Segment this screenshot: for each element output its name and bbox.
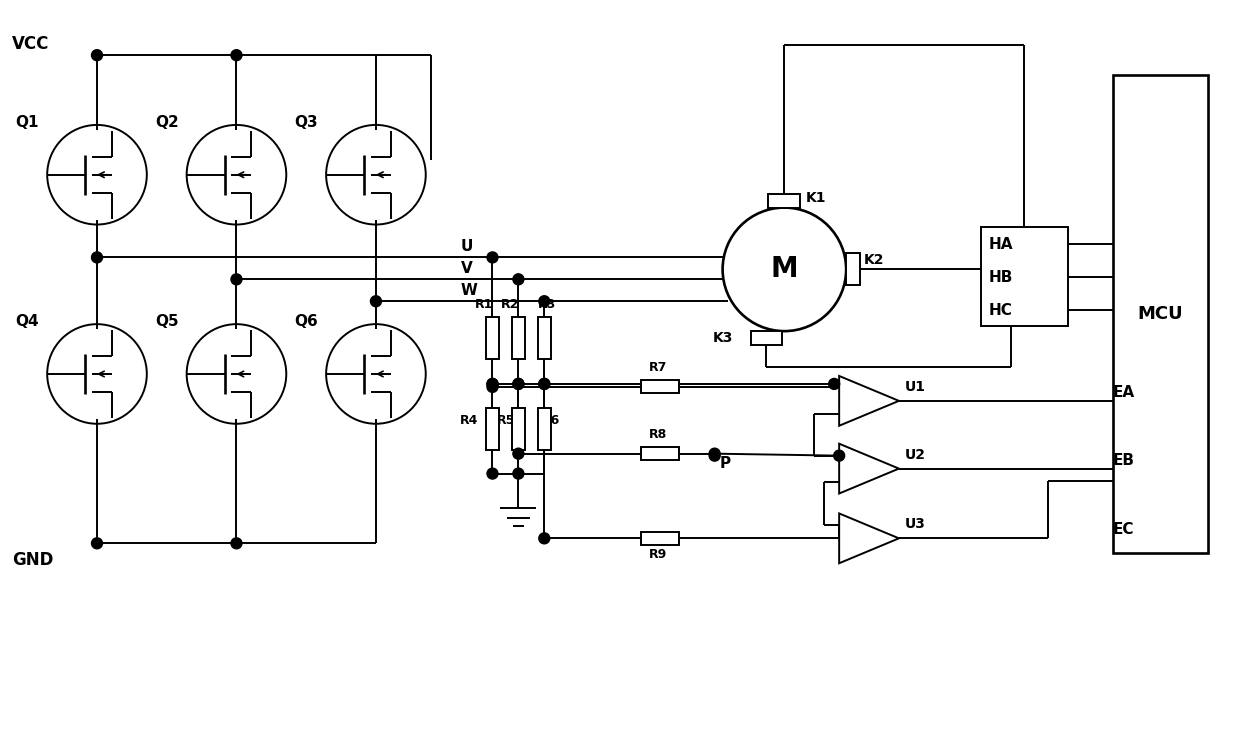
Text: R5: R5 bbox=[496, 414, 515, 426]
Text: U: U bbox=[460, 239, 472, 254]
Circle shape bbox=[92, 538, 103, 549]
Bar bbox=[512, 316, 525, 359]
Circle shape bbox=[513, 448, 523, 459]
Bar bbox=[1114, 75, 1208, 553]
Text: R6: R6 bbox=[542, 414, 560, 426]
Circle shape bbox=[487, 468, 498, 479]
Circle shape bbox=[92, 252, 103, 263]
Text: P: P bbox=[719, 456, 730, 471]
Bar bbox=[981, 227, 1069, 326]
Text: EC: EC bbox=[1114, 523, 1135, 537]
Circle shape bbox=[539, 378, 549, 389]
Text: W: W bbox=[460, 284, 477, 298]
Circle shape bbox=[231, 538, 242, 549]
Circle shape bbox=[709, 451, 720, 461]
Circle shape bbox=[371, 296, 382, 307]
Text: U3: U3 bbox=[905, 518, 926, 531]
Circle shape bbox=[828, 378, 839, 389]
Text: EA: EA bbox=[1114, 385, 1136, 400]
Text: R1: R1 bbox=[475, 297, 494, 311]
Bar bbox=[486, 316, 498, 359]
Text: M: M bbox=[770, 255, 799, 284]
Text: K2: K2 bbox=[864, 254, 884, 268]
Text: Q1: Q1 bbox=[15, 115, 38, 130]
Bar bbox=[512, 408, 525, 450]
Text: HB: HB bbox=[988, 270, 1013, 285]
Text: V: V bbox=[460, 262, 472, 276]
Bar bbox=[641, 381, 678, 394]
Circle shape bbox=[513, 274, 523, 285]
Circle shape bbox=[231, 274, 242, 285]
Circle shape bbox=[513, 378, 523, 389]
Text: GND: GND bbox=[12, 551, 53, 569]
Text: Q4: Q4 bbox=[15, 314, 38, 330]
Text: Q3: Q3 bbox=[294, 115, 317, 130]
Circle shape bbox=[487, 252, 498, 263]
Circle shape bbox=[231, 50, 242, 61]
Circle shape bbox=[487, 381, 498, 392]
Bar bbox=[538, 316, 551, 359]
Bar bbox=[641, 447, 678, 460]
Bar bbox=[846, 254, 861, 285]
Bar bbox=[486, 408, 498, 450]
Bar bbox=[538, 408, 551, 450]
Text: K3: K3 bbox=[713, 331, 733, 345]
Bar bbox=[641, 532, 678, 545]
Text: R8: R8 bbox=[649, 428, 667, 441]
Text: U1: U1 bbox=[905, 380, 926, 394]
Circle shape bbox=[539, 378, 549, 389]
Text: Q6: Q6 bbox=[294, 314, 317, 330]
Text: Q2: Q2 bbox=[155, 115, 179, 130]
Text: R4: R4 bbox=[460, 414, 477, 426]
Text: HA: HA bbox=[988, 237, 1013, 252]
Text: MCU: MCU bbox=[1137, 305, 1183, 323]
Text: R7: R7 bbox=[649, 361, 667, 374]
Text: R2: R2 bbox=[501, 297, 518, 311]
Circle shape bbox=[487, 378, 498, 389]
Text: Q5: Q5 bbox=[155, 314, 179, 330]
Text: HC: HC bbox=[988, 303, 1013, 318]
Text: EB: EB bbox=[1114, 453, 1135, 467]
Circle shape bbox=[513, 378, 523, 389]
Circle shape bbox=[487, 378, 498, 389]
Bar bbox=[769, 194, 800, 208]
Circle shape bbox=[513, 468, 523, 479]
Text: VCC: VCC bbox=[12, 35, 50, 53]
Circle shape bbox=[709, 448, 720, 459]
Bar bbox=[750, 331, 782, 345]
Text: R3: R3 bbox=[538, 297, 557, 311]
Text: K1: K1 bbox=[805, 191, 826, 205]
Circle shape bbox=[539, 296, 549, 307]
Circle shape bbox=[92, 50, 103, 61]
Text: R9: R9 bbox=[649, 548, 667, 561]
Text: U2: U2 bbox=[905, 448, 926, 461]
Circle shape bbox=[539, 533, 549, 544]
Circle shape bbox=[833, 451, 844, 461]
